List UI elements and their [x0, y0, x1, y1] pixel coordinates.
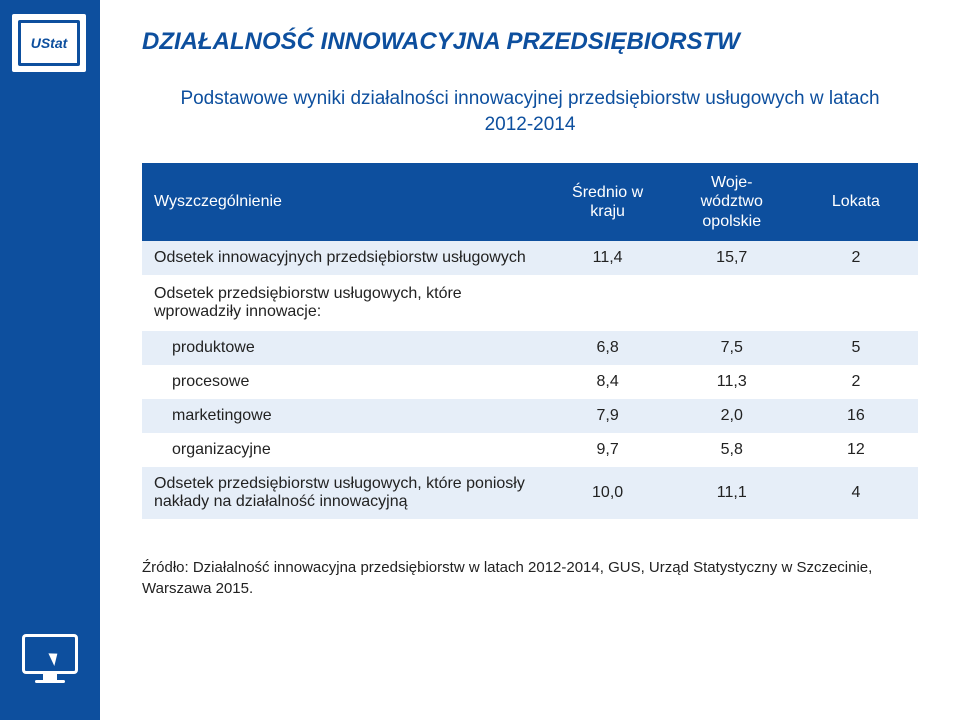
- table-row: procesowe8,411,32: [142, 365, 918, 399]
- row-value: 10,0: [546, 467, 670, 519]
- row-value: 11,4: [546, 241, 670, 275]
- page-title: DZIAŁALNOŚĆ INNOWACYJNA PRZEDSIĘBIORSTW: [142, 28, 918, 56]
- row-value: [670, 275, 794, 331]
- row-value: 16: [794, 399, 918, 433]
- row-value: 2,0: [670, 399, 794, 433]
- table-body: Odsetek innowacyjnych przedsiębiorstw us…: [142, 241, 918, 519]
- monitor-frame: [22, 634, 78, 674]
- row-value: 5: [794, 331, 918, 365]
- col-header-rank: Lokata: [794, 163, 918, 241]
- row-value: 9,7: [546, 433, 670, 467]
- row-value: 8,4: [546, 365, 670, 399]
- col-header-avg: Średnio w kraju: [546, 163, 670, 241]
- row-value: 5,8: [670, 433, 794, 467]
- row-value: 15,7: [670, 241, 794, 275]
- table-row: produktowe6,87,55: [142, 331, 918, 365]
- row-value: [794, 275, 918, 331]
- row-value: 4: [794, 467, 918, 519]
- row-value: 7,5: [670, 331, 794, 365]
- col-header-region: Woje- wództwo opolskie: [670, 163, 794, 241]
- row-label: marketingowe: [142, 399, 546, 433]
- data-table: Wyszczególnienie Średnio w kraju Woje- w…: [142, 163, 918, 519]
- table-row: Odsetek przedsiębiorstw usługowych, któr…: [142, 467, 918, 519]
- logo: UStat: [12, 14, 86, 72]
- table-row: Odsetek przedsiębiorstw usługowych, któr…: [142, 275, 918, 331]
- row-label: produktowe: [142, 331, 546, 365]
- logo-text: UStat: [31, 36, 68, 50]
- table-header-row: Wyszczególnienie Średnio w kraju Woje- w…: [142, 163, 918, 241]
- col-header-label: Wyszczególnienie: [142, 163, 546, 241]
- page-subtitle: Podstawowe wyniki działalności innowacyj…: [180, 86, 880, 137]
- table-row: Odsetek innowacyjnych przedsiębiorstw us…: [142, 241, 918, 275]
- row-value: 11,1: [670, 467, 794, 519]
- row-value: 11,3: [670, 365, 794, 399]
- sidebar: UStat: [0, 0, 100, 720]
- row-label: Odsetek przedsiębiorstw usługowych, któr…: [142, 275, 546, 331]
- row-label: Odsetek przedsiębiorstw usługowych, któr…: [142, 467, 546, 519]
- row-label: Odsetek innowacyjnych przedsiębiorstw us…: [142, 241, 546, 275]
- row-value: [546, 275, 670, 331]
- row-value: 2: [794, 241, 918, 275]
- row-label: organizacyjne: [142, 433, 546, 467]
- row-value: 7,9: [546, 399, 670, 433]
- row-value: 6,8: [546, 331, 670, 365]
- row-label: procesowe: [142, 365, 546, 399]
- cursor-icon: [48, 650, 61, 666]
- content-area: DZIAŁALNOŚĆ INNOWACYJNA PRZEDSIĘBIORSTW …: [100, 0, 960, 720]
- monitor-icon: [22, 634, 78, 684]
- row-value: 12: [794, 433, 918, 467]
- logo-frame: UStat: [18, 20, 80, 66]
- table-row: organizacyjne9,75,812: [142, 433, 918, 467]
- table-row: marketingowe7,92,016: [142, 399, 918, 433]
- monitor-base: [35, 680, 65, 683]
- row-value: 2: [794, 365, 918, 399]
- source-citation: Źródło: Działalność innowacyjna przedsię…: [142, 557, 902, 599]
